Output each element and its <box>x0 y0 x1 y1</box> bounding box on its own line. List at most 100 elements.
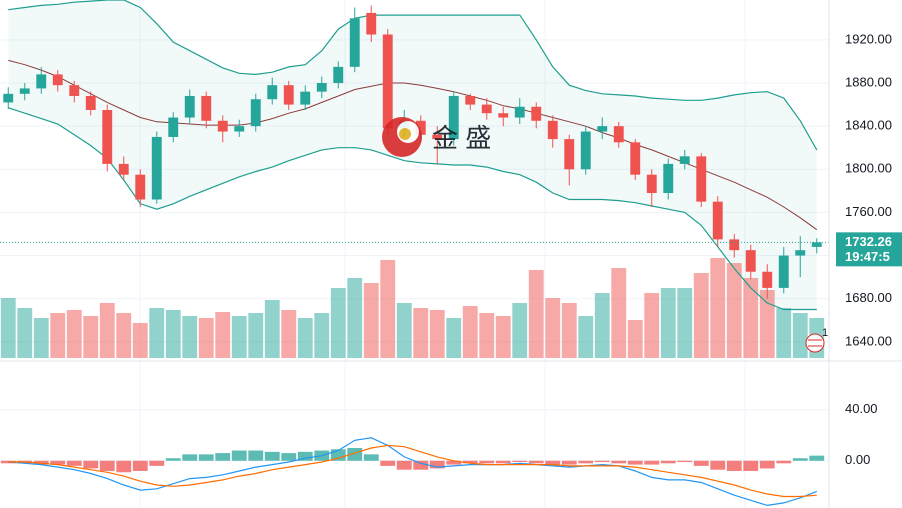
candle-body <box>102 109 113 164</box>
candle-body <box>52 74 63 86</box>
candle-body <box>514 106 525 118</box>
y-tick-label: 40.00 <box>845 401 878 416</box>
macd-histogram <box>380 460 396 466</box>
volume-bar <box>182 316 198 358</box>
candle-body <box>465 95 476 105</box>
volume-bar <box>83 316 99 358</box>
volume-bar <box>50 313 66 358</box>
candle-body <box>811 242 822 247</box>
volume-bar <box>512 303 528 358</box>
candle-body <box>415 120 426 135</box>
macd-histogram <box>182 454 198 461</box>
band-lower <box>8 107 817 311</box>
volume-bar <box>396 303 412 358</box>
logo <box>399 128 411 140</box>
candle-body <box>184 95 195 118</box>
candle-body <box>613 126 624 143</box>
macd-histogram <box>710 460 726 470</box>
candle-body <box>316 83 327 92</box>
candle-body <box>498 113 509 118</box>
candle-body <box>366 12 377 35</box>
volume-bar <box>545 298 561 358</box>
watermark: 金 盛 <box>382 117 491 157</box>
macd-histogram <box>512 460 528 463</box>
flag-label: 1 <box>822 327 828 339</box>
volume-bar <box>0 298 16 358</box>
macd-histogram <box>248 450 264 461</box>
macd-histogram <box>545 460 561 465</box>
watermark-text: 金 盛 <box>432 123 491 153</box>
candle-body <box>564 139 575 170</box>
candle-body <box>597 126 608 132</box>
macd-histogram <box>759 460 775 469</box>
y-tick-label: 1680.00 <box>845 290 892 305</box>
candle-body <box>382 34 393 129</box>
flag: 1 <box>805 327 828 353</box>
macd-histogram <box>611 460 627 464</box>
volume-bar <box>215 312 231 358</box>
last-price-label: 1732.26 <box>845 234 892 249</box>
macd-histogram <box>297 451 313 461</box>
candle-body <box>36 74 47 89</box>
volume-bar <box>99 303 115 358</box>
candle-body <box>135 174 146 200</box>
volume-bar <box>198 318 214 358</box>
volume-bar <box>429 310 445 358</box>
macd-histogram <box>132 460 148 471</box>
volume-bar <box>611 268 627 358</box>
volume-bar <box>693 273 709 358</box>
macd-histogram <box>677 460 693 463</box>
y-tick-label: 1840.00 <box>845 118 892 133</box>
volume-bar <box>66 310 82 358</box>
volume-bar <box>677 288 693 358</box>
macd-histogram <box>594 460 610 463</box>
volume-bar <box>33 318 49 358</box>
macd-histogram <box>347 447 363 461</box>
y-tick-label: 1880.00 <box>845 74 892 89</box>
candle-body <box>19 88 30 94</box>
volume-bar <box>330 288 346 358</box>
macd-histogram <box>116 460 132 473</box>
volume-bar <box>165 310 181 358</box>
macd-histogram <box>462 460 478 464</box>
last-price-box <box>836 232 902 267</box>
macd-histogram <box>396 460 412 470</box>
macd-histogram <box>50 460 66 465</box>
candle-body <box>349 18 360 67</box>
volume-bar <box>660 288 676 358</box>
candle-body <box>217 120 228 132</box>
volume-bar <box>561 303 577 358</box>
macd-histogram <box>198 454 214 461</box>
y-tick-label: 1760.00 <box>845 204 892 219</box>
macd-histogram <box>363 454 379 461</box>
macd-histogram <box>743 460 759 471</box>
volume-bar <box>479 313 495 358</box>
macd-histogram <box>215 453 231 461</box>
volume-bar <box>314 313 330 358</box>
volume-bar <box>132 323 148 358</box>
volume-bar <box>776 308 792 358</box>
macd-histogram <box>429 460 445 469</box>
macd-histogram <box>644 460 660 465</box>
macd-histogram <box>33 460 49 465</box>
candle-body <box>3 93 14 103</box>
volume-bar <box>759 290 775 358</box>
macd-histogram <box>281 453 297 461</box>
volume-bar <box>116 313 132 358</box>
candle-body <box>712 201 723 240</box>
candle-body <box>547 120 558 140</box>
volume-bar <box>17 308 33 358</box>
volume-bar <box>528 270 544 358</box>
macd-histogram <box>479 460 495 464</box>
macd-histogram <box>330 449 346 461</box>
candle-body <box>69 85 80 96</box>
macd-histogram <box>495 460 511 464</box>
macd-histogram <box>83 460 99 469</box>
candle-body <box>333 66 344 84</box>
candle-body <box>778 255 789 288</box>
signal-line <box>8 444 817 498</box>
macd-histogram <box>561 460 577 465</box>
candle-body <box>580 131 591 170</box>
volume-bar <box>413 308 429 358</box>
